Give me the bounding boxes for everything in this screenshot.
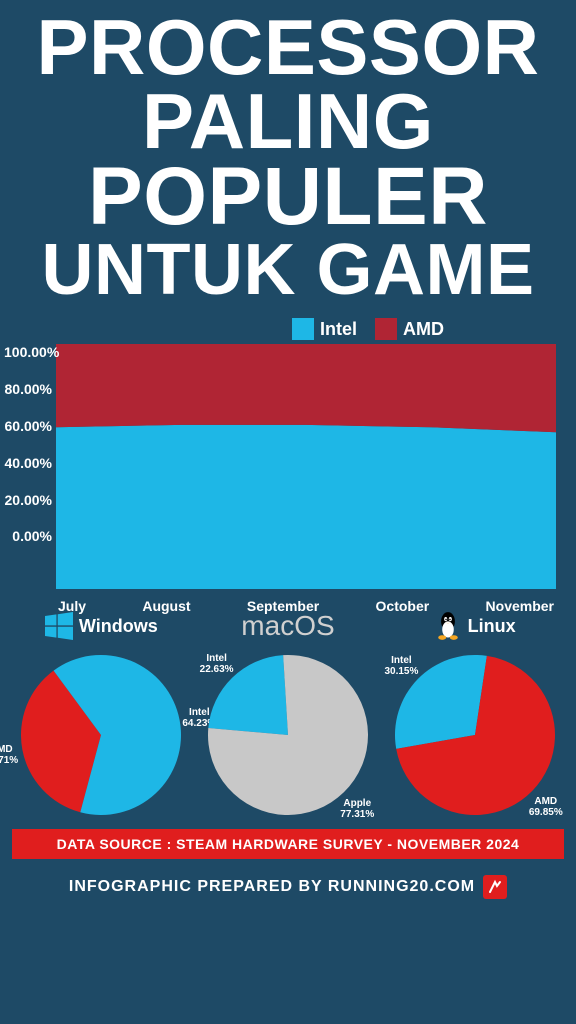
ytick-40: 40.00% <box>4 455 52 471</box>
ytick-80: 80.00% <box>4 381 52 397</box>
slice-label-amd: AMD69.85% <box>529 796 563 818</box>
source-text: DATA SOURCE : STEAM HARDWARE SURVEY - NO… <box>57 836 520 852</box>
title-line-1: PROCESSOR <box>10 10 566 84</box>
ytick-20: 20.00% <box>4 492 52 508</box>
pie-linux: Linux Intel30.15% AMD69.85% <box>382 605 568 815</box>
area-chart-svg <box>56 344 556 589</box>
legend-swatch-intel <box>292 318 314 340</box>
y-axis-labels: 100.00% 80.00% 60.00% 40.00% 20.00% 0.00… <box>4 344 52 544</box>
legend-swatch-amd <box>375 318 397 340</box>
title-line-3: POPULER <box>10 158 566 236</box>
title-line-4: UNTUK GAME <box>10 236 566 304</box>
pie-macos: macOS Intel22.63%Apple77.31% <box>195 605 381 815</box>
slice-label-apple: Apple77.31% <box>340 798 374 820</box>
area-chart: 100.00% 80.00% 60.00% 40.00% 20.00% 0.00… <box>56 344 556 589</box>
ytick-100: 100.00% <box>4 344 52 360</box>
ytick-0: 0.00% <box>4 528 52 544</box>
pie-charts-row: Windows AMD35.71%Intel64.23% macOS Intel… <box>0 605 576 815</box>
title-line-2: PALING <box>10 84 566 158</box>
pie-svg-linux <box>395 655 555 815</box>
legend-item-amd: AMD <box>375 318 444 340</box>
footer: INFOGRAPHIC PREPARED BY RUNNING20.COM <box>0 875 576 899</box>
pie-windows: Windows AMD35.71%Intel64.23% <box>8 605 194 815</box>
pie-svg-windows <box>21 655 181 815</box>
legend-label-amd: AMD <box>403 319 444 340</box>
os-header-windows: Windows <box>45 605 158 647</box>
main-title: PROCESSOR PALING POPULER UNTUK GAME <box>0 0 576 310</box>
footer-logo-icon <box>483 875 507 899</box>
legend-item-intel: Intel <box>292 318 357 340</box>
ytick-60: 60.00% <box>4 418 52 434</box>
pie-svg-macos <box>208 655 368 815</box>
os-header-macos: macOS <box>241 605 334 647</box>
source-bar: DATA SOURCE : STEAM HARDWARE SURVEY - NO… <box>12 829 564 859</box>
os-header-linux: Linux <box>434 605 516 647</box>
legend-label-intel: Intel <box>320 319 357 340</box>
area-series-intel <box>56 425 556 589</box>
os-label-macos: macOS <box>241 610 334 642</box>
os-label-linux: Linux <box>468 616 516 637</box>
footer-text: INFOGRAPHIC PREPARED BY RUNNING20.COM <box>69 878 475 896</box>
area-series-amd <box>56 344 556 432</box>
os-label-windows: Windows <box>79 616 158 637</box>
area-legend: Intel AMD <box>0 318 576 340</box>
area-series <box>56 344 556 589</box>
slice-label-amd: AMD35.71% <box>0 744 18 766</box>
windows-icon <box>45 612 73 640</box>
slice-label-intel: Intel22.63% <box>200 653 234 675</box>
slice-label-intel: Intel30.15% <box>384 655 418 677</box>
linux-icon <box>434 611 462 641</box>
